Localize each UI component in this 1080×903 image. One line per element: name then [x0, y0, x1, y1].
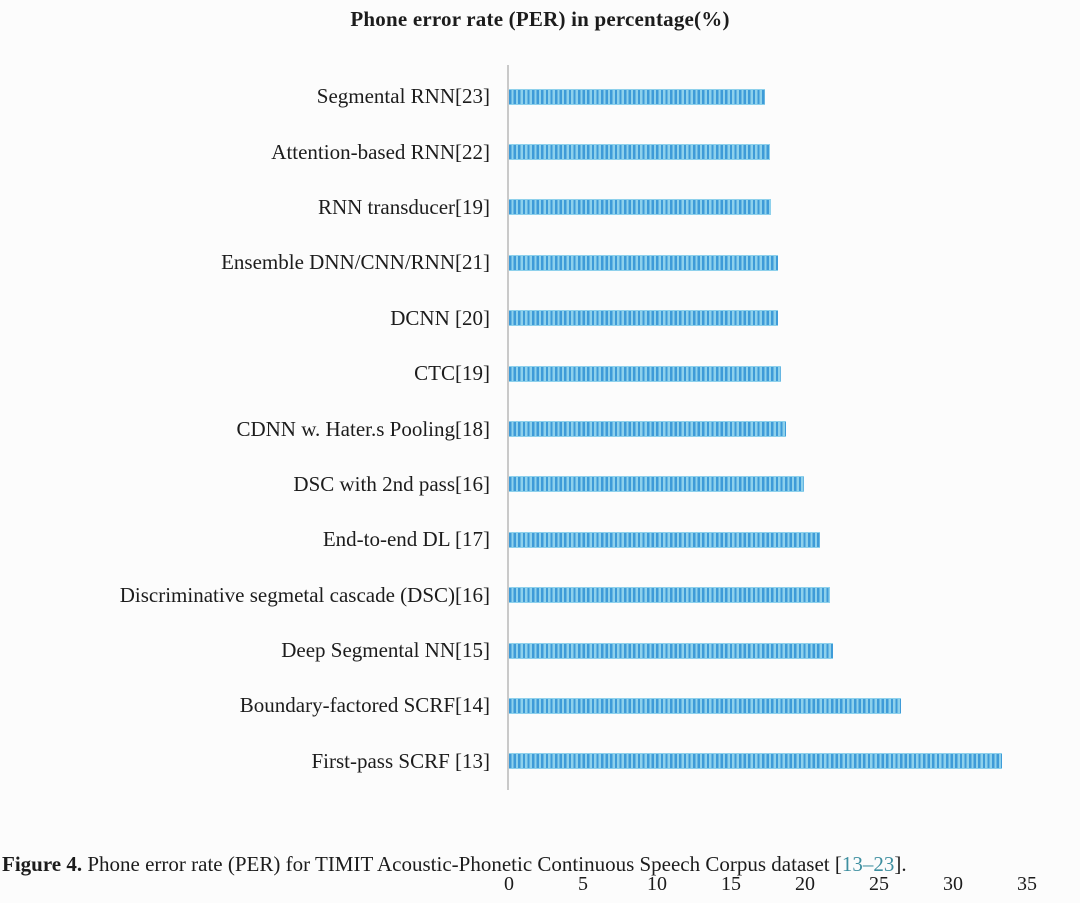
category-label: DSC with 2nd pass[16] [293, 471, 490, 496]
bar [509, 254, 779, 271]
bar [509, 88, 765, 105]
caption-suffix: ]. [894, 852, 907, 876]
x-axis: 0 5 10 15 20 25 30 35 [0, 873, 1080, 903]
bar-row: CTC[19] [0, 346, 1080, 401]
bar-row: End-to-end DL [17] [0, 512, 1080, 567]
bar-row: Deep Segmental NN[15] [0, 623, 1080, 678]
bar-row: DCNN [20] [0, 291, 1080, 346]
category-label: Boundary-factored SCRF[14] [239, 693, 490, 718]
category-label: First-pass SCRF [13] [311, 748, 490, 773]
bar [509, 753, 1002, 770]
bar [509, 144, 770, 161]
x-tick-label: 0 [504, 873, 514, 895]
category-label: End-to-end DL [17] [322, 527, 490, 552]
bar-row: Discriminative segmetal cascade (DSC)[16… [0, 568, 1080, 623]
bar [509, 476, 804, 493]
bar-row: Boundary-factored SCRF[14] [0, 678, 1080, 733]
category-label: DCNN [20] [390, 305, 490, 330]
bar [509, 310, 779, 327]
category-label: CTC[19] [414, 361, 490, 386]
bar-rows: Segmental RNN[23] Attention-based RNN[22]… [0, 69, 1080, 789]
category-label: Discriminative segmetal cascade (DSC)[16… [119, 582, 490, 607]
category-label: CDNN w. Hater.s Pooling[18] [236, 416, 490, 441]
bar [509, 531, 820, 548]
bar-row: Ensemble DNN/CNN/RNN[21] [0, 235, 1080, 290]
bar [509, 697, 902, 714]
bar-row: RNN transducer[19] [0, 180, 1080, 235]
category-label: Segmental RNN[23] [316, 84, 490, 109]
x-tick-label: 5 [578, 873, 588, 895]
y-axis-line [507, 65, 509, 790]
bar-chart: Segmental RNN[23] Attention-based RNN[22]… [0, 65, 1080, 895]
bar [509, 642, 834, 659]
bar-row: CDNN w. Hater.s Pooling[18] [0, 401, 1080, 456]
category-label: Attention-based RNN[22] [271, 139, 490, 164]
category-label: Ensemble DNN/CNN/RNN[21] [221, 250, 490, 275]
bar-row: Segmental RNN[23] [0, 69, 1080, 124]
bar [509, 199, 771, 216]
bar [509, 365, 782, 382]
bar [509, 587, 831, 604]
category-label: Deep Segmental NN[15] [281, 638, 490, 663]
caption-text: Phone error rate (PER) for TIMIT Acousti… [82, 852, 842, 876]
bar-row: Attention-based RNN[22] [0, 124, 1080, 179]
category-label: RNN transducer[19] [317, 194, 490, 219]
bar [509, 421, 786, 438]
caption-reference-link[interactable]: 13–23 [841, 852, 895, 876]
bar-row: First-pass SCRF [13] [0, 734, 1080, 789]
figure-caption: Figure 4. Phone error rate (PER) for TIM… [2, 852, 1080, 877]
chart-title: Phone error rate (PER) in percentage(%) [350, 7, 730, 31]
bar-row: DSC with 2nd pass[16] [0, 457, 1080, 512]
figure-label: Figure 4. [2, 852, 83, 876]
